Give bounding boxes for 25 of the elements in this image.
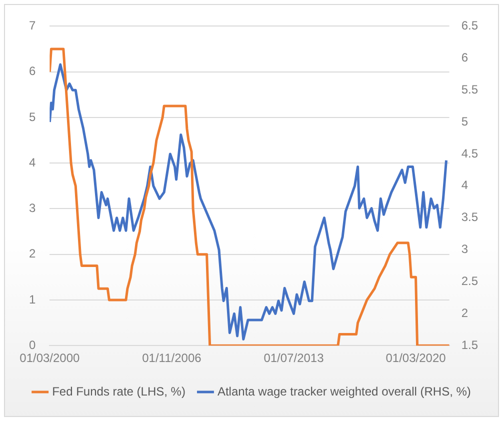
y2-tick-label: 5.5 [461, 82, 478, 96]
x-tick-label: 01/03/2020 [386, 351, 446, 366]
y-tick-label: 2 [28, 246, 36, 261]
y2-tick-label: 5 [461, 114, 468, 128]
y2-tick-label: 1.5 [461, 338, 478, 352]
x-tick-label: 01/07/2013 [264, 351, 324, 366]
y-tick-label: 7 [28, 18, 36, 33]
y2-tick-label: 2 [461, 306, 468, 320]
y2-tick-label: 2.5 [461, 274, 478, 288]
y2-tick-label: 4.5 [461, 146, 478, 160]
x-tick-label: 01/11/2006 [142, 351, 202, 366]
y2-tick-label: 6.5 [461, 18, 478, 33]
y-tick-label: 1 [28, 292, 36, 306]
y2-tick-label: 6 [461, 50, 468, 64]
y2-tick-label: 3 [461, 242, 468, 256]
x-tick-label: 01/03/2000 [20, 351, 80, 366]
y2-tick-label: 3.5 [461, 210, 478, 224]
y-tick-label: 0 [28, 338, 36, 352]
y-tick-label: 5 [28, 110, 36, 124]
legend-label: Atlanta wage tracker weighted overall (RHS, %) [217, 384, 471, 398]
y-tick-label: 6 [28, 64, 36, 78]
legend-label: Fed Funds rate (LHS, %) [52, 384, 186, 398]
y-tick-label: 3 [28, 201, 36, 216]
y-tick-label: 4 [28, 155, 36, 170]
y2-tick-label: 4 [461, 178, 468, 192]
